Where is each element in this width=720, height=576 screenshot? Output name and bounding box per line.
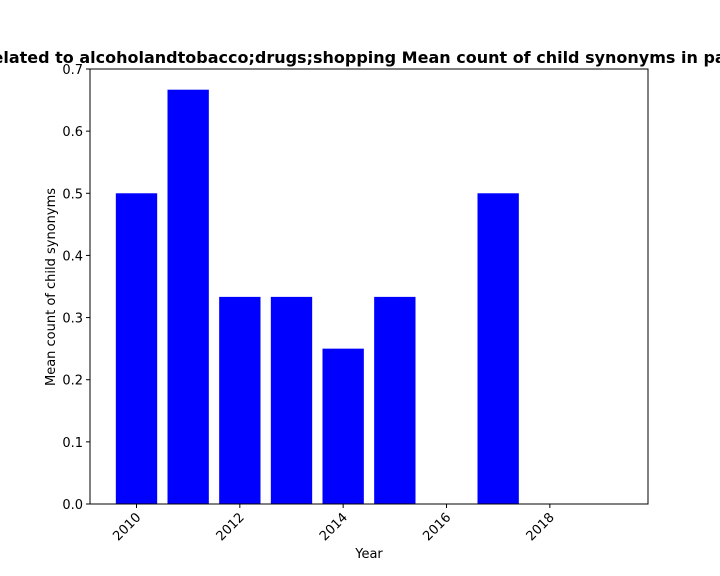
x-axis-label: Year	[354, 547, 383, 562]
y-tick-label: 0.5	[62, 187, 83, 202]
y-tick-label: 0.6	[62, 125, 83, 140]
chart-title: Words related to alcoholandtobacco;drugs…	[0, 48, 720, 67]
y-tick-label: 0.4	[62, 249, 83, 264]
plot-frame	[89, 68, 649, 505]
y-tick-label: 0.1	[62, 436, 83, 451]
y-tick-label: 0.2	[62, 374, 83, 389]
bar-2011	[167, 89, 209, 504]
x-tick-label: 2018	[524, 510, 558, 544]
bar-2013	[270, 296, 313, 504]
y-axis-label: Mean count of child synonyms	[44, 188, 59, 386]
bar-2014	[322, 348, 364, 504]
y-tick-label: 0.3	[62, 312, 83, 327]
bar-2017	[477, 193, 519, 505]
y-tick-label: 0.0	[62, 498, 83, 513]
bars-group	[115, 89, 519, 505]
x-tick-label: 2010	[110, 510, 144, 544]
x-axis-ticks: 2010 2012 2014 2016 2018	[110, 504, 558, 544]
bar-2015	[374, 296, 416, 504]
x-tick-label: 2012	[214, 510, 248, 544]
bar-2012	[219, 296, 261, 504]
bar-2010	[115, 193, 158, 505]
x-tick-label: 2016	[420, 510, 454, 544]
x-tick-label: 2014	[317, 510, 351, 544]
y-axis-ticks: 0.0 0.1 0.2 0.3 0.4 0.5 0.6 0.7	[62, 63, 90, 513]
y-tick-label: 0.7	[62, 63, 83, 78]
